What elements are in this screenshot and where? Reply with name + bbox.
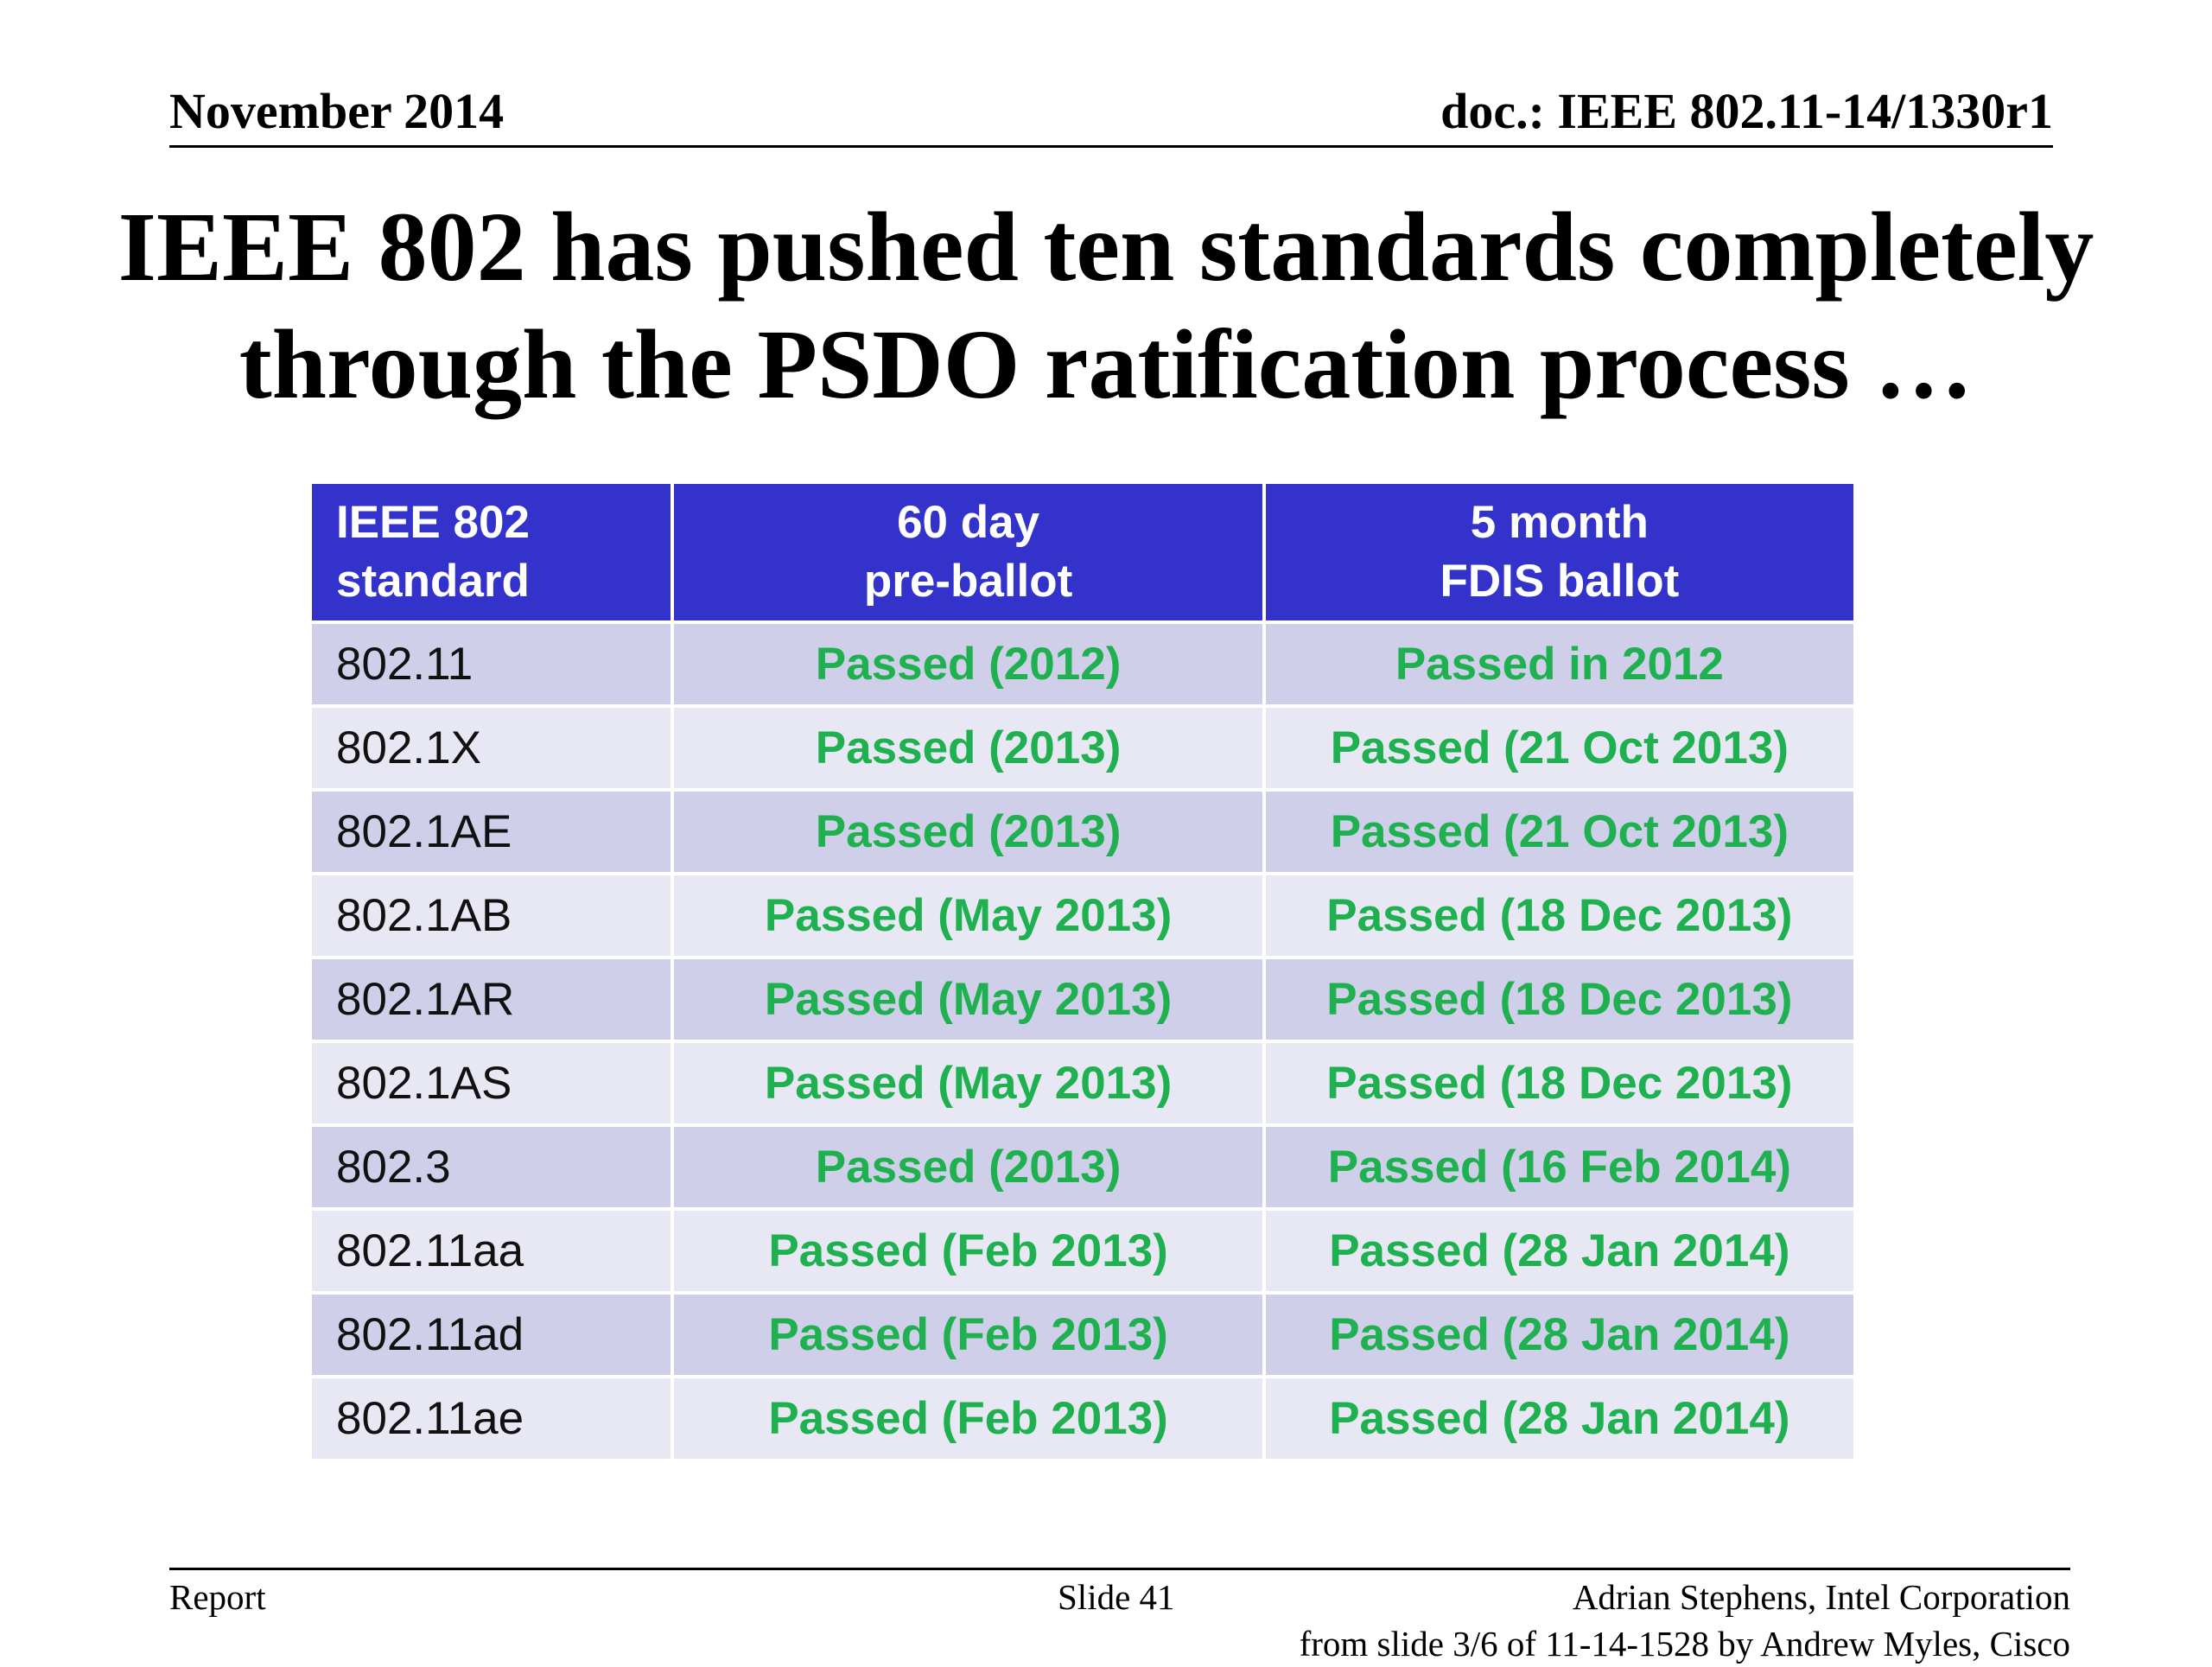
fdis-ballot-status-cell: Passed in 2012 [1262, 620, 1858, 708]
column-header-standard: IEEE 802 standard [308, 480, 675, 624]
footer-report-label: Report [169, 1577, 266, 1617]
pre-ballot-status-cell: Passed (2012) [671, 620, 1266, 708]
footer-slide-number: Slide 41 [1058, 1577, 1175, 1617]
footer-author: Adrian Stephens, Intel Corporation [1572, 1577, 2070, 1617]
fdis-ballot-status-cell: Passed (28 Jan 2014) [1262, 1291, 1858, 1378]
pre-ballot-status-cell: Passed (Feb 2013) [671, 1375, 1266, 1462]
standard-cell: 802.11ae [308, 1375, 675, 1462]
pre-ballot-status-cell: Passed (2013) [671, 704, 1266, 792]
pre-ballot-status-cell: Passed (May 2013) [671, 1040, 1266, 1127]
fdis-ballot-status-cell: Passed (28 Jan 2014) [1262, 1207, 1858, 1295]
pre-ballot-status-cell: Passed (May 2013) [671, 956, 1266, 1043]
standard-cell: 802.1X [308, 704, 675, 792]
table-row: 802.1AB Passed (May 2013) Passed (18 Dec… [308, 872, 1858, 959]
table-row: 802.11aa Passed (Feb 2013) Passed (28 Ja… [308, 1207, 1858, 1295]
table-row: 802.1AS Passed (May 2013) Passed (18 Dec… [308, 1040, 1858, 1127]
slide-title-line-2: through the PSDO ratification process … [238, 309, 1974, 419]
column-header-pre-ballot-line-2: pre-ballot [863, 556, 1073, 607]
standard-cell: 802.1AS [308, 1040, 675, 1127]
column-header-fdis-ballot-line-1: 5 month [1470, 497, 1649, 548]
pre-ballot-status-cell: Passed (2013) [671, 788, 1266, 875]
standard-cell: 802.1AR [308, 956, 675, 1043]
column-header-fdis-ballot: 5 month FDIS ballot [1262, 480, 1858, 624]
header-date: November 2014 [169, 83, 505, 139]
standard-cell: 802.11aa [308, 1207, 675, 1295]
footer-divider [169, 1568, 2070, 1570]
standards-table: IEEE 802 standard 60 day pre-ballot 5 mo… [308, 480, 1858, 1462]
pre-ballot-status-cell: Passed (Feb 2013) [671, 1291, 1266, 1378]
pre-ballot-status-cell: Passed (Feb 2013) [671, 1207, 1266, 1295]
column-header-standard-line-2: standard [336, 556, 530, 607]
column-header-pre-ballot: 60 day pre-ballot [671, 480, 1266, 624]
column-header-pre-ballot-line-1: 60 day [897, 497, 1040, 548]
standard-cell: 802.11ad [308, 1291, 675, 1378]
column-header-fdis-ballot-line-2: FDIS ballot [1440, 556, 1680, 607]
fdis-ballot-status-cell: Passed (18 Dec 2013) [1262, 956, 1858, 1043]
table-row: 802.1X Passed (2013) Passed (21 Oct 2013… [308, 704, 1858, 792]
fdis-ballot-status-cell: Passed (18 Dec 2013) [1262, 1040, 1858, 1127]
table-row: 802.11ad Passed (Feb 2013) Passed (28 Ja… [308, 1291, 1858, 1378]
pre-ballot-status-cell: Passed (May 2013) [671, 872, 1266, 959]
table-row: 802.3 Passed (2013) Passed (16 Feb 2014) [308, 1123, 1858, 1211]
header-doc-id: doc.: IEEE 802.11-14/1330r1 [1440, 83, 2053, 139]
table-row: 802.1AR Passed (May 2013) Passed (18 Dec… [308, 956, 1858, 1043]
slide-title: IEEE 802 has pushed ten standards comple… [52, 188, 2160, 423]
standard-cell: 802.11 [308, 620, 675, 708]
table-row: 802.11 Passed (2012) Passed in 2012 [308, 620, 1858, 708]
table-row: 802.11ae Passed (Feb 2013) Passed (28 Ja… [308, 1375, 1858, 1462]
standard-cell: 802.1AE [308, 788, 675, 875]
pre-ballot-status-cell: Passed (2013) [671, 1123, 1266, 1211]
standard-cell: 802.3 [308, 1123, 675, 1211]
footer-source-note: from slide 3/6 of 11-14-1528 by Andrew M… [1299, 1624, 2070, 1664]
column-header-standard-line-1: IEEE 802 [336, 497, 530, 548]
fdis-ballot-status-cell: Passed (28 Jan 2014) [1262, 1375, 1858, 1462]
header-divider [169, 145, 2053, 148]
slide-title-line-1: IEEE 802 has pushed ten standards comple… [118, 192, 2094, 302]
fdis-ballot-status-cell: Passed (21 Oct 2013) [1262, 788, 1858, 875]
table-header-row: IEEE 802 standard 60 day pre-ballot 5 mo… [308, 480, 1858, 624]
fdis-ballot-status-cell: Passed (18 Dec 2013) [1262, 872, 1858, 959]
standard-cell: 802.1AB [308, 872, 675, 959]
fdis-ballot-status-cell: Passed (16 Feb 2014) [1262, 1123, 1858, 1211]
fdis-ballot-status-cell: Passed (21 Oct 2013) [1262, 704, 1858, 792]
table-row: 802.1AE Passed (2013) Passed (21 Oct 201… [308, 788, 1858, 875]
